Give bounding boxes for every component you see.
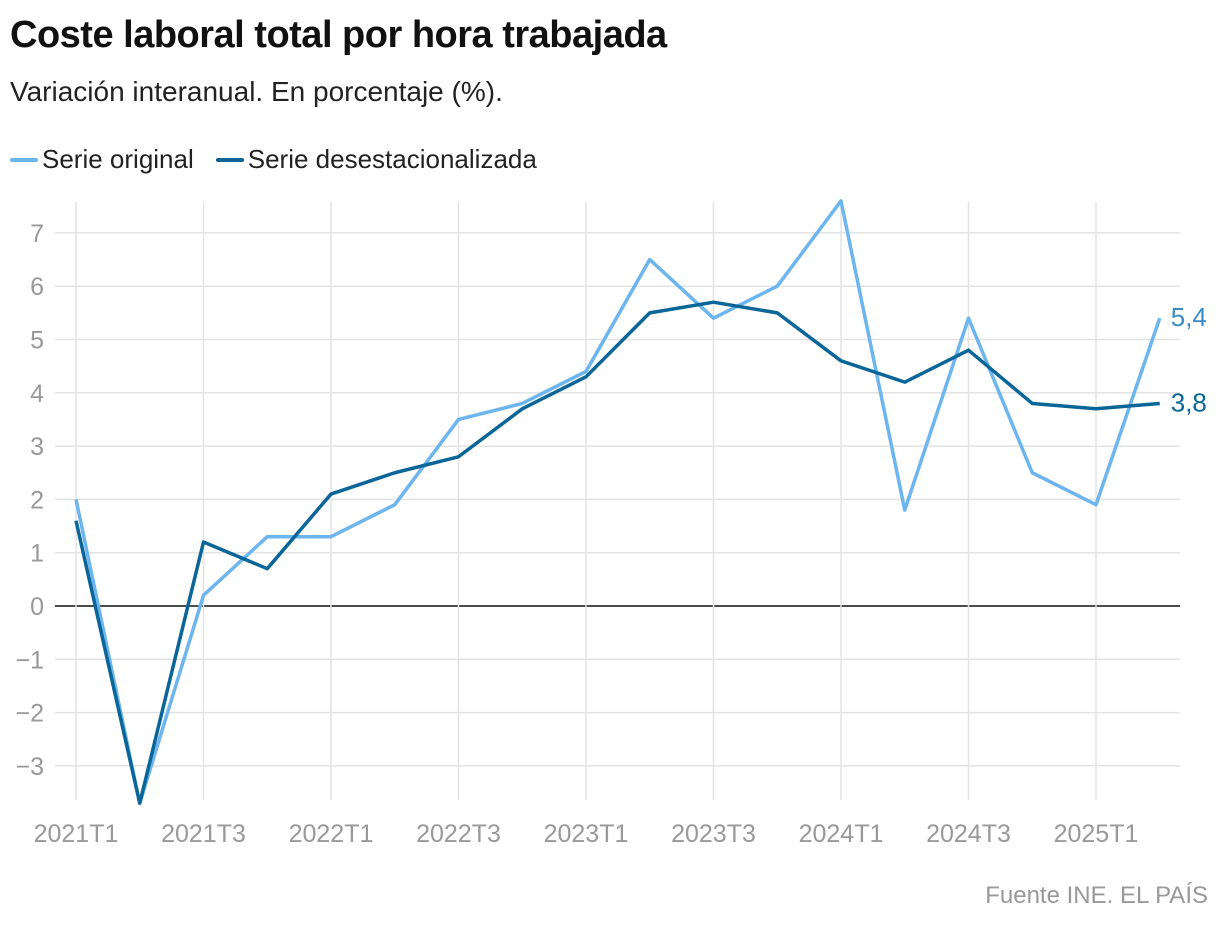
series-original-line bbox=[74, 199, 1162, 805]
end-label-deseasonalized: 3,8 bbox=[1171, 387, 1207, 417]
legend-item-deseasonalized: Serie desestacionalizada bbox=[215, 144, 537, 175]
legend-swatch-original bbox=[10, 157, 38, 162]
x-tick-label: 2021T3 bbox=[161, 820, 246, 848]
x-tick-label: 2024T3 bbox=[926, 820, 1011, 848]
y-tick-label: 5 bbox=[30, 327, 44, 355]
chart-title: Coste laboral total por hora trabajada bbox=[10, 14, 667, 56]
x-tick-label: 2021T1 bbox=[34, 820, 119, 848]
y-tick-label: 4 bbox=[30, 380, 44, 408]
x-tick-label: 2022T3 bbox=[416, 820, 501, 848]
x-tick-label: 2025T1 bbox=[1054, 820, 1139, 848]
source-note: Fuente INE. EL PAÍS bbox=[985, 882, 1208, 909]
y-tick-label: −3 bbox=[15, 753, 44, 781]
legend-item-original: Serie original bbox=[10, 144, 194, 175]
legend-label-deseasonalized: Serie desestacionalizada bbox=[247, 144, 537, 174]
y-tick-label: 6 bbox=[30, 273, 44, 301]
y-tick-label: 3 bbox=[30, 433, 44, 461]
x-tick-label: 2024T1 bbox=[799, 820, 884, 848]
legend-label-original: Serie original bbox=[42, 144, 194, 174]
legend: Serie original Serie desestacionalizada bbox=[10, 144, 537, 175]
x-tick-label: 2023T1 bbox=[544, 820, 629, 848]
y-tick-label: 2 bbox=[30, 486, 44, 514]
y-tick-label: −2 bbox=[15, 700, 44, 728]
end-label-original: 5,4 bbox=[1171, 302, 1207, 332]
legend-swatch-deseasonalized bbox=[215, 157, 244, 162]
series-deseasonalized-line bbox=[74, 300, 1160, 805]
y-tick-label: −1 bbox=[15, 646, 44, 674]
x-tick-label: 2022T1 bbox=[289, 820, 374, 848]
x-tick-label: 2023T3 bbox=[671, 820, 756, 848]
chart-subtitle: Variación interanual. En porcentaje (%). bbox=[10, 76, 503, 107]
y-tick-label: 1 bbox=[30, 540, 44, 568]
y-tick-label: 7 bbox=[30, 220, 44, 248]
y-tick-label: 0 bbox=[30, 593, 44, 621]
